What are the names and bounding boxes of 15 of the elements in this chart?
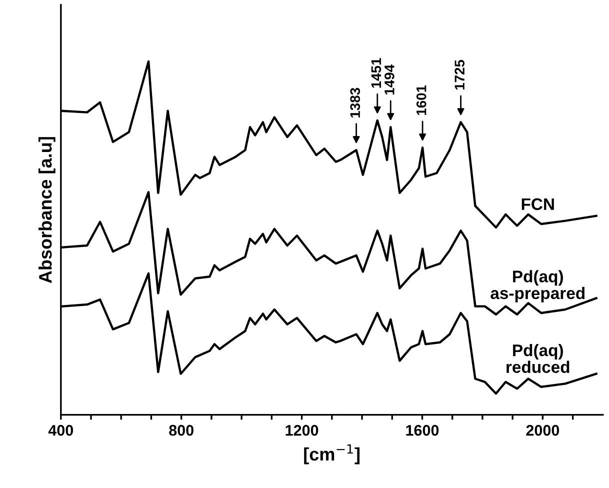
x-tick-label: 1200 bbox=[286, 424, 318, 436]
x-tick-label: 1600 bbox=[406, 424, 439, 436]
series-label: FCN bbox=[522, 198, 554, 210]
annotation: 1451 bbox=[371, 58, 382, 88]
y-axis-title: Absorbance [a.u] bbox=[38, 137, 56, 284]
series-label: Pd(aq) as-prepared bbox=[490, 270, 584, 302]
x-axis-title: [cm$^{−1}$] bbox=[304, 444, 360, 464]
annotation: 1601 bbox=[416, 85, 426, 115]
x-tick-label: 2000 bbox=[526, 424, 560, 436]
x-tick-label: 400 bbox=[48, 424, 74, 436]
annotation: 1383 bbox=[350, 88, 360, 118]
series-label: Pd(aq) reduced bbox=[506, 344, 570, 373]
annotation: 1494 bbox=[384, 64, 394, 94]
x-tick-label: 800 bbox=[169, 424, 194, 436]
annotation: 1725 bbox=[454, 60, 465, 90]
